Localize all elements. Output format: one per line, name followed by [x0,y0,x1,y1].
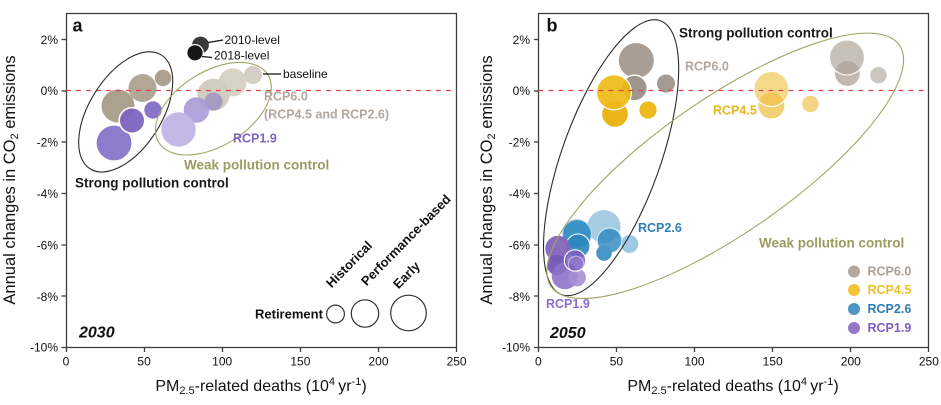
svg-text:-2%: -2% [37,135,59,149]
svg-text:Strong pollution control: Strong pollution control [679,26,833,41]
svg-text:-8%: -8% [509,290,531,304]
svg-text:RCP1.9: RCP1.9 [868,321,912,335]
svg-text:RCP4.5: RCP4.5 [868,283,912,297]
svg-text:2%: 2% [41,33,59,47]
svg-text:2050: 2050 [549,325,586,342]
svg-text:2010-level: 2010-level [225,33,280,47]
svg-text:250: 250 [919,355,939,369]
svg-text:250: 250 [447,355,467,369]
svg-text:PM2.5-related deaths (104 yr-1: PM2.5-related deaths (104 yr-1) [155,376,366,397]
svg-text:200: 200 [368,355,388,369]
svg-text:PM2.5-related deaths (104 yr-1: PM2.5-related deaths (104 yr-1) [627,376,838,397]
svg-text:150: 150 [763,355,783,369]
svg-text:RCP4.5: RCP4.5 [713,104,757,118]
svg-text:Retirement: Retirement [255,307,324,322]
svg-text:a: a [73,15,84,35]
svg-text:RCP1.9: RCP1.9 [546,297,590,311]
svg-text:-2%: -2% [509,135,531,149]
svg-text:Weak pollution control: Weak pollution control [759,236,904,251]
svg-text:RCP2.6: RCP2.6 [638,221,682,235]
svg-text:RCP6.0: RCP6.0 [868,265,912,279]
svg-text:baseline: baseline [283,67,328,81]
svg-text:-4%: -4% [37,187,59,201]
svg-text:2030: 2030 [78,325,115,342]
svg-text:-4%: -4% [509,187,531,201]
svg-text:RCP1.9: RCP1.9 [233,132,277,146]
svg-text:RCP2.6: RCP2.6 [868,302,912,316]
svg-text:100: 100 [212,355,232,369]
svg-text:-10%: -10% [502,341,530,355]
svg-text:Strong pollution control: Strong pollution control [75,176,229,191]
svg-text:-6%: -6% [509,238,531,252]
svg-text:-6%: -6% [37,238,59,252]
svg-text:(RCP4.5 and RCP2.6): (RCP4.5 and RCP2.6) [264,108,389,122]
svg-text:2018-level: 2018-level [214,49,269,63]
svg-text:b: b [547,16,558,36]
svg-text:100: 100 [684,355,704,369]
svg-text:Weak pollution control: Weak pollution control [184,157,329,172]
svg-text:150: 150 [290,355,310,369]
svg-text:2%: 2% [513,33,531,47]
svg-text:Annual changes in CO2 emission: Annual changes in CO2 emissions [1,55,21,304]
svg-text:50: 50 [610,355,624,369]
svg-text:0%: 0% [41,84,59,98]
svg-text:0: 0 [63,355,70,369]
svg-text:0: 0 [535,355,542,369]
svg-text:-10%: -10% [30,341,58,355]
svg-text:Annual changes in CO2 emission: Annual changes in CO2 emissions [478,55,498,304]
svg-text:RCP6.0: RCP6.0 [264,90,308,104]
svg-text:200: 200 [841,355,861,369]
svg-text:0%: 0% [513,84,531,98]
svg-text:RCP6.0: RCP6.0 [685,60,729,74]
svg-text:50: 50 [137,355,151,369]
svg-text:-8%: -8% [37,290,59,304]
